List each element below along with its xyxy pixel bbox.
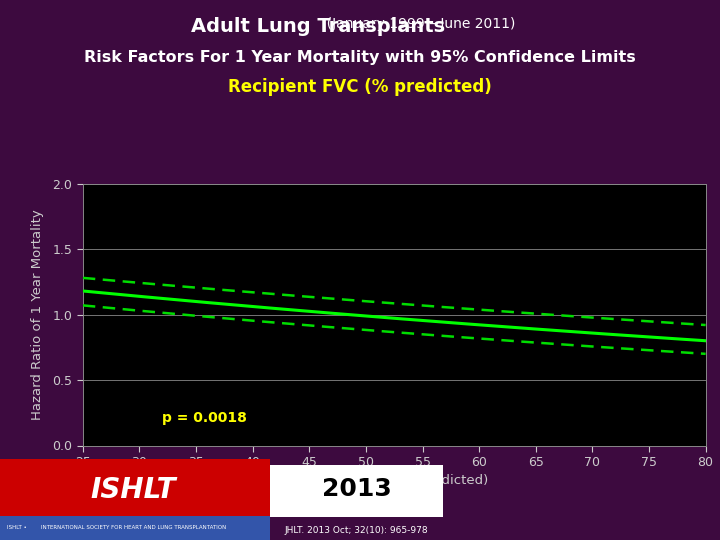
Text: JHLT. 2013 Oct; 32(10): 965-978: JHLT. 2013 Oct; 32(10): 965-978 bbox=[284, 526, 428, 535]
Text: ISHLT: ISHLT bbox=[91, 476, 176, 504]
Text: Risk Factors For 1 Year Mortality with 95% Confidence Limits: Risk Factors For 1 Year Mortality with 9… bbox=[84, 50, 636, 65]
FancyBboxPatch shape bbox=[0, 459, 270, 540]
Text: Adult Lung Transplants: Adult Lung Transplants bbox=[191, 17, 445, 36]
Text: p = 0.0018: p = 0.0018 bbox=[162, 411, 247, 425]
Text: INTERNATIONAL SOCIETY FOR HEART AND LUNG TRANSPLANTATION: INTERNATIONAL SOCIETY FOR HEART AND LUNG… bbox=[40, 525, 226, 530]
Text: 2013: 2013 bbox=[322, 477, 391, 501]
Y-axis label: Hazard Ratio of 1 Year Mortality: Hazard Ratio of 1 Year Mortality bbox=[31, 209, 44, 420]
Text: (January 1999 – June 2011): (January 1999 – June 2011) bbox=[191, 17, 516, 31]
X-axis label: Recipient FVC (% predicted): Recipient FVC (% predicted) bbox=[300, 475, 488, 488]
FancyBboxPatch shape bbox=[0, 516, 270, 540]
FancyBboxPatch shape bbox=[270, 464, 443, 517]
Text: ISHLT •: ISHLT • bbox=[7, 525, 27, 530]
Text: Recipient FVC (% predicted): Recipient FVC (% predicted) bbox=[228, 78, 492, 96]
